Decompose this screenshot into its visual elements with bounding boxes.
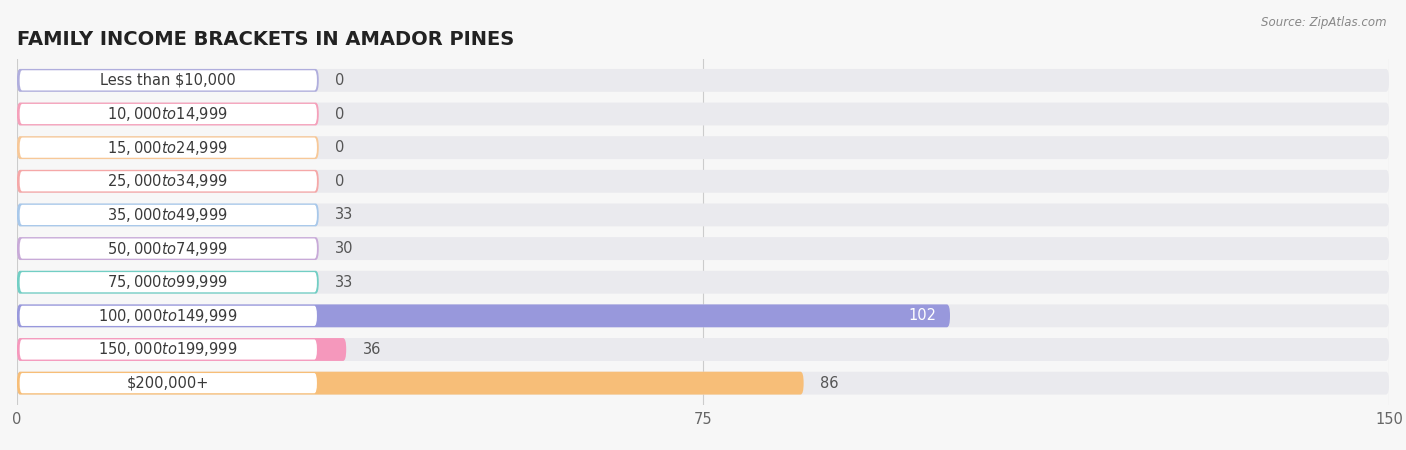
Text: 30: 30 (335, 241, 354, 256)
FancyBboxPatch shape (17, 103, 1389, 126)
FancyBboxPatch shape (17, 170, 1389, 193)
FancyBboxPatch shape (20, 70, 316, 90)
Text: $150,000 to $199,999: $150,000 to $199,999 (98, 341, 238, 359)
Text: $25,000 to $34,999: $25,000 to $34,999 (107, 172, 228, 190)
Text: 0: 0 (335, 140, 344, 155)
Text: 33: 33 (335, 274, 353, 290)
FancyBboxPatch shape (20, 138, 316, 158)
FancyBboxPatch shape (17, 103, 319, 126)
Text: $100,000 to $149,999: $100,000 to $149,999 (98, 307, 238, 325)
FancyBboxPatch shape (20, 171, 316, 191)
Text: $15,000 to $24,999: $15,000 to $24,999 (107, 139, 228, 157)
FancyBboxPatch shape (20, 238, 316, 259)
FancyBboxPatch shape (17, 338, 1389, 361)
FancyBboxPatch shape (17, 69, 1389, 92)
Text: 86: 86 (820, 376, 838, 391)
FancyBboxPatch shape (20, 272, 316, 292)
FancyBboxPatch shape (17, 271, 1389, 294)
Text: 0: 0 (335, 107, 344, 122)
Text: $75,000 to $99,999: $75,000 to $99,999 (107, 273, 228, 291)
FancyBboxPatch shape (17, 237, 319, 260)
Text: $10,000 to $14,999: $10,000 to $14,999 (107, 105, 228, 123)
FancyBboxPatch shape (17, 372, 1389, 395)
Text: 0: 0 (335, 174, 344, 189)
FancyBboxPatch shape (20, 373, 316, 393)
FancyBboxPatch shape (17, 69, 319, 92)
FancyBboxPatch shape (20, 339, 316, 360)
FancyBboxPatch shape (20, 104, 316, 124)
Text: 0: 0 (335, 73, 344, 88)
Text: 36: 36 (363, 342, 381, 357)
Text: $200,000+: $200,000+ (127, 376, 209, 391)
FancyBboxPatch shape (17, 372, 804, 395)
FancyBboxPatch shape (17, 271, 319, 294)
Text: 33: 33 (335, 207, 353, 222)
FancyBboxPatch shape (17, 136, 1389, 159)
FancyBboxPatch shape (17, 136, 319, 159)
Text: $50,000 to $74,999: $50,000 to $74,999 (107, 239, 228, 257)
FancyBboxPatch shape (17, 304, 950, 327)
Text: Less than $10,000: Less than $10,000 (100, 73, 236, 88)
Text: FAMILY INCOME BRACKETS IN AMADOR PINES: FAMILY INCOME BRACKETS IN AMADOR PINES (17, 30, 515, 49)
FancyBboxPatch shape (17, 304, 1389, 327)
FancyBboxPatch shape (17, 338, 346, 361)
Text: Source: ZipAtlas.com: Source: ZipAtlas.com (1261, 16, 1386, 29)
Text: 102: 102 (908, 308, 936, 324)
FancyBboxPatch shape (20, 306, 316, 326)
FancyBboxPatch shape (17, 237, 1389, 260)
FancyBboxPatch shape (17, 203, 319, 226)
FancyBboxPatch shape (17, 203, 1389, 226)
FancyBboxPatch shape (17, 170, 319, 193)
Text: $35,000 to $49,999: $35,000 to $49,999 (107, 206, 228, 224)
FancyBboxPatch shape (20, 205, 316, 225)
